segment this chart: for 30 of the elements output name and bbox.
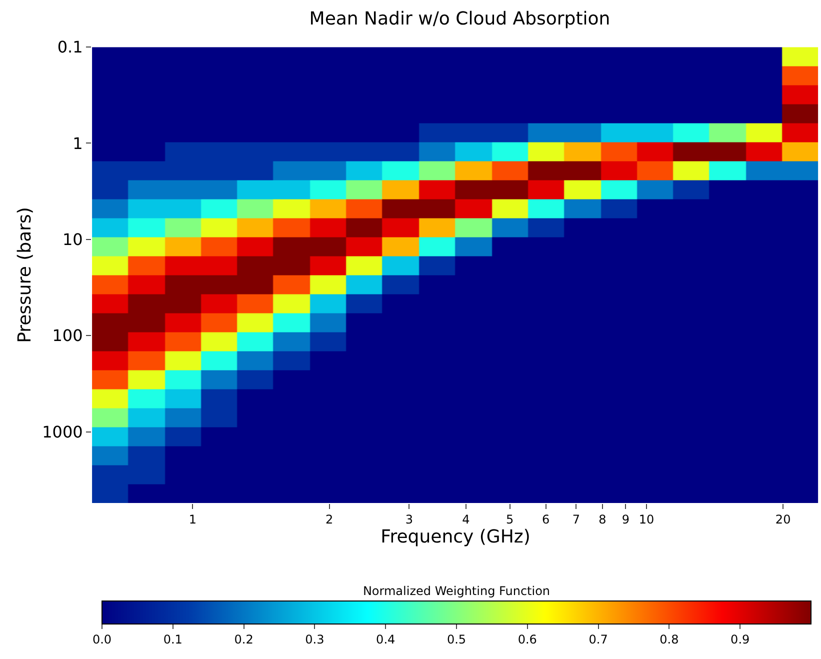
color-bar-label: 0.6 — [518, 632, 537, 646]
color-bar-label: 0.0 — [92, 632, 112, 646]
x-tick-label: 3 — [405, 512, 414, 526]
x-tick-label: 9 — [622, 512, 630, 526]
x-tick-label: 10 — [638, 512, 654, 526]
x-tick-label: 20 — [775, 512, 791, 526]
y-tick-label: 1000 — [42, 422, 83, 442]
y-axis-title: Pressure (bars) — [14, 207, 36, 343]
chart-title: Mean Nadir w/o Cloud Absorption — [309, 8, 610, 30]
color-bar-label: 0.9 — [730, 632, 750, 646]
y-tick-label: 1 — [72, 134, 83, 153]
x-tick-label: 6 — [542, 512, 550, 526]
x-tick-label: 2 — [325, 512, 334, 526]
color-bar-label: 0.8 — [660, 632, 679, 646]
x-tick-label: 8 — [598, 512, 606, 526]
x-axis-title: Frequency (GHz) — [380, 526, 530, 548]
color-bar-label: 0.4 — [376, 632, 396, 646]
y-tick-label: 100 — [52, 326, 83, 346]
color-bar-label: 0.3 — [305, 632, 324, 646]
x-tick-label: 5 — [506, 512, 514, 526]
color-bar-label: 0.2 — [234, 632, 254, 646]
color-bar-title: Normalized Weighting Function — [362, 584, 550, 598]
y-tick-label: 10 — [62, 230, 83, 249]
color-bar-label: 0.5 — [446, 632, 466, 646]
color-bar-label: 0.7 — [588, 632, 608, 646]
x-tick-label: 4 — [462, 512, 470, 526]
x-tick-label: 1 — [188, 512, 196, 526]
color-bar-label: 0.1 — [163, 632, 182, 646]
x-tick-label: 7 — [572, 512, 580, 526]
y-tick-label: 0.1 — [57, 38, 83, 57]
